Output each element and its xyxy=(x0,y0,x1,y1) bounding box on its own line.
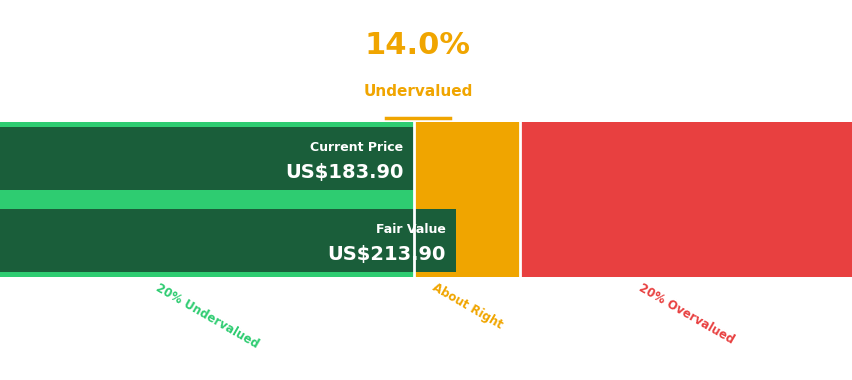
Text: 20% Undervalued: 20% Undervalued xyxy=(153,281,261,351)
Bar xyxy=(520,122,852,277)
Text: US$213.90: US$213.90 xyxy=(327,245,446,264)
Text: Current Price: Current Price xyxy=(310,141,403,154)
Bar xyxy=(413,122,520,277)
Text: 14.0%: 14.0% xyxy=(365,31,470,60)
Text: US$183.90: US$183.90 xyxy=(285,163,403,182)
Bar xyxy=(0,209,456,272)
Text: 20% Overvalued: 20% Overvalued xyxy=(636,281,736,347)
Bar xyxy=(0,127,413,190)
Text: About Right: About Right xyxy=(429,281,504,332)
Text: Fair Value: Fair Value xyxy=(376,223,446,236)
Text: Undervalued: Undervalued xyxy=(363,84,472,99)
Bar xyxy=(0,122,413,277)
